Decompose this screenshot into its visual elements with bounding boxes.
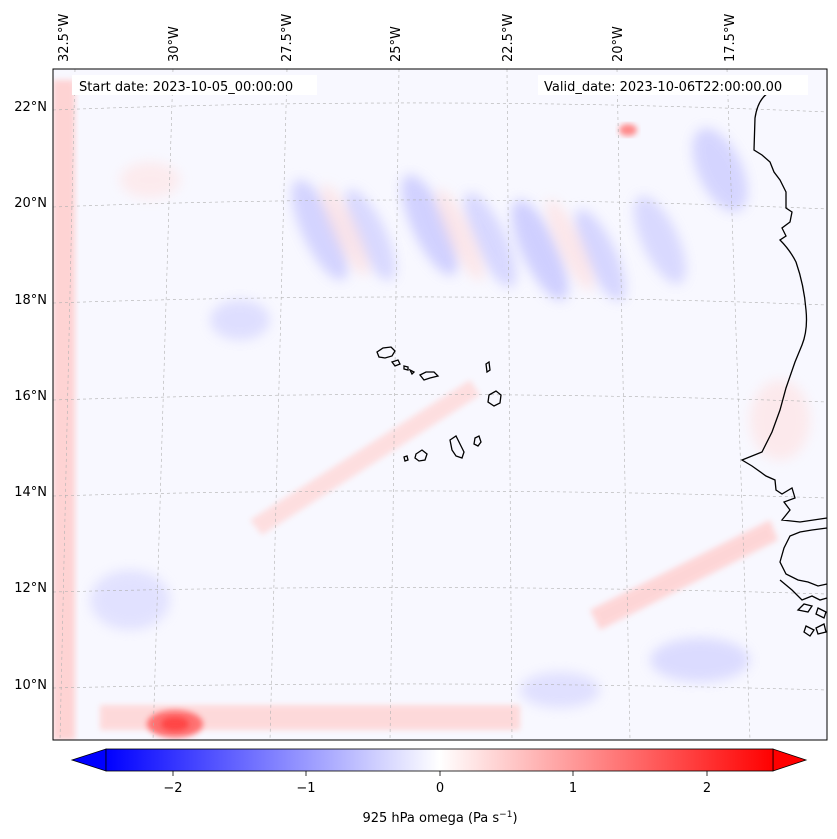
island-santiago bbox=[449, 435, 465, 459]
lon-label: 27.5°W bbox=[280, 14, 295, 62]
colorbar-tick-marks bbox=[172, 771, 708, 776]
colorbar-tick-label: −2 bbox=[163, 781, 182, 796]
colorbar-tick-label: 0 bbox=[436, 781, 444, 796]
colorbar-extend-high bbox=[772, 748, 808, 772]
lat-label: 18°N bbox=[14, 293, 47, 308]
map-panel: Start date: 2023-10-05_00:00:00 Valid_da… bbox=[14, 14, 828, 741]
colorbar-extend-low bbox=[70, 748, 107, 772]
lon-label: 17.5°W bbox=[723, 14, 738, 62]
gridlines bbox=[53, 69, 827, 740]
island-fogo bbox=[414, 449, 428, 462]
island-santo-antao bbox=[376, 346, 396, 359]
start-date-label: Start date: 2023-10-05_00:00:00 bbox=[79, 80, 293, 95]
island-brava bbox=[403, 455, 409, 462]
lat-label: 22°N bbox=[14, 100, 47, 115]
lat-label: 16°N bbox=[14, 389, 47, 404]
island-sao-vicente bbox=[390, 359, 401, 367]
lat-label: 12°N bbox=[14, 581, 47, 596]
lon-label: 22.5°W bbox=[501, 14, 516, 62]
longitude-labels: 32.5°W 30°W 27.5°W 25°W 22.5°W 20°W 17.5… bbox=[57, 14, 738, 62]
colorbar-title: 925 hPa omega (Pa s−1) bbox=[362, 810, 517, 826]
colorbar-tick-label: 1 bbox=[569, 781, 577, 796]
start-date-box bbox=[72, 75, 317, 95]
colorbar-tick-label: 2 bbox=[703, 781, 711, 796]
map-frame bbox=[52, 68, 828, 741]
latitude-labels: 22°N 20°N 18°N 16°N 14°N 12°N 10°N bbox=[14, 100, 47, 693]
colorbar-body bbox=[105, 748, 774, 772]
colorbar: −2 −1 0 1 2 925 hPa omega (Pa s−1) bbox=[70, 748, 808, 826]
omega-field bbox=[53, 69, 827, 740]
lon-label: 32.5°W bbox=[57, 14, 72, 62]
lon-label: 30°W bbox=[167, 26, 182, 62]
island-sao-nicolau bbox=[418, 371, 440, 381]
coastline bbox=[376, 91, 828, 637]
valid-date-label: Valid_date: 2023-10-06T22:00:00.00 bbox=[544, 80, 782, 95]
lon-label: 25°W bbox=[389, 26, 404, 62]
africa-coastline bbox=[740, 91, 828, 523]
lat-label: 20°N bbox=[14, 196, 47, 211]
lon-label: 20°W bbox=[611, 26, 626, 62]
valid-date-box bbox=[538, 75, 808, 95]
island-boa-vista bbox=[487, 390, 502, 407]
island-sal bbox=[485, 360, 491, 374]
lat-label: 10°N bbox=[14, 678, 47, 693]
colorbar-tick-label: −1 bbox=[296, 781, 315, 796]
island-maio bbox=[473, 435, 482, 447]
lat-label: 14°N bbox=[14, 485, 47, 500]
